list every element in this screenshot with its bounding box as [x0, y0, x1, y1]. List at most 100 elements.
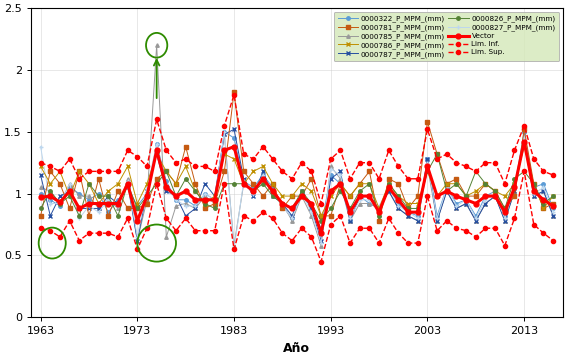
Lim. Inf. [356, 226, 363, 230]
0000827_P_MPM_(mm) [550, 210, 557, 214]
Vector [124, 182, 131, 186]
Lim. Sup. [356, 160, 363, 165]
0000786_P_MPM_(mm) [318, 214, 324, 218]
Lim. Sup. [37, 160, 44, 165]
Line: Lim. Inf.: Lim. Inf. [39, 169, 555, 264]
0000827_P_MPM_(mm) [124, 179, 131, 183]
0000781_P_MPM_(mm) [124, 206, 131, 211]
0000322_P_MPM_(mm) [124, 185, 131, 190]
Lim. Inf. [550, 238, 557, 243]
0000826_P_MPM_(mm) [124, 182, 131, 186]
0000826_P_MPM_(mm) [231, 182, 238, 186]
Lim. Sup. [240, 152, 247, 156]
0000786_P_MPM_(mm) [356, 182, 363, 186]
0000785_P_MPM_(mm) [337, 177, 344, 181]
Lim. Sup. [337, 148, 344, 153]
0000827_P_MPM_(mm) [366, 198, 373, 202]
Vector [37, 195, 44, 200]
0000322_P_MPM_(mm) [37, 191, 44, 196]
0000826_P_MPM_(mm) [356, 189, 363, 193]
Vector [356, 194, 363, 198]
0000322_P_MPM_(mm) [356, 194, 363, 198]
0000786_P_MPM_(mm) [346, 194, 353, 198]
0000781_P_MPM_(mm) [356, 182, 363, 186]
0000785_P_MPM_(mm) [550, 214, 557, 218]
Vector [327, 189, 334, 193]
0000787_P_MPM_(mm) [231, 127, 238, 131]
0000785_P_MPM_(mm) [405, 214, 412, 218]
0000781_P_MPM_(mm) [346, 194, 353, 198]
Lim. Sup. [366, 160, 373, 165]
Lim. Inf. [124, 216, 131, 220]
0000827_P_MPM_(mm) [37, 144, 44, 149]
Vector [318, 231, 324, 236]
0000781_P_MPM_(mm) [550, 201, 557, 206]
0000786_P_MPM_(mm) [231, 157, 238, 161]
Vector [521, 140, 527, 144]
0000826_P_MPM_(mm) [550, 194, 557, 198]
0000786_P_MPM_(mm) [550, 194, 557, 198]
Lim. Sup. [231, 93, 238, 97]
Lim. Inf. [231, 247, 238, 251]
0000787_P_MPM_(mm) [134, 238, 141, 243]
0000785_P_MPM_(mm) [250, 189, 257, 193]
0000786_P_MPM_(mm) [37, 164, 44, 169]
0000826_P_MPM_(mm) [327, 206, 334, 211]
Line: 0000787_P_MPM_(mm): 0000787_P_MPM_(mm) [39, 127, 555, 242]
0000786_P_MPM_(mm) [521, 144, 527, 149]
0000781_P_MPM_(mm) [37, 214, 44, 218]
0000826_P_MPM_(mm) [318, 219, 324, 223]
0000781_P_MPM_(mm) [327, 214, 334, 218]
0000827_P_MPM_(mm) [356, 198, 363, 202]
Lim. Inf. [318, 260, 324, 264]
0000781_P_MPM_(mm) [231, 90, 238, 94]
Lim. Inf. [521, 169, 527, 173]
0000826_P_MPM_(mm) [37, 206, 44, 211]
Lim. Inf. [327, 222, 334, 227]
Line: Lim. Sup.: Lim. Sup. [39, 93, 555, 206]
0000787_P_MPM_(mm) [37, 173, 44, 177]
0000322_P_MPM_(mm) [550, 206, 557, 211]
0000785_P_MPM_(mm) [356, 201, 363, 206]
0000785_P_MPM_(mm) [366, 201, 373, 206]
Line: 0000826_P_MPM_(mm): 0000826_P_MPM_(mm) [39, 152, 555, 223]
0000785_P_MPM_(mm) [153, 43, 160, 47]
Line: 0000785_P_MPM_(mm): 0000785_P_MPM_(mm) [39, 43, 555, 247]
0000785_P_MPM_(mm) [231, 243, 238, 248]
Vector [395, 198, 402, 202]
0000787_P_MPM_(mm) [337, 169, 344, 173]
0000787_P_MPM_(mm) [405, 214, 412, 218]
0000827_P_MPM_(mm) [231, 247, 238, 251]
0000322_P_MPM_(mm) [337, 182, 344, 186]
0000322_P_MPM_(mm) [366, 201, 373, 206]
Vector [231, 144, 238, 149]
0000781_P_MPM_(mm) [405, 206, 412, 211]
0000781_P_MPM_(mm) [376, 219, 383, 223]
Legend: 0000322_P_MPM_(mm), 0000781_P_MPM_(mm), 0000785_P_MPM_(mm), 0000786_P_MPM_(mm), : 0000322_P_MPM_(mm), 0000781_P_MPM_(mm), … [334, 12, 559, 61]
0000827_P_MPM_(mm) [221, 130, 228, 134]
Line: 0000786_P_MPM_(mm): 0000786_P_MPM_(mm) [39, 145, 555, 218]
0000786_P_MPM_(mm) [124, 164, 131, 169]
0000322_P_MPM_(mm) [318, 226, 324, 230]
Line: 0000827_P_MPM_(mm): 0000827_P_MPM_(mm) [39, 130, 555, 251]
0000827_P_MPM_(mm) [405, 210, 412, 214]
Lim. Sup. [405, 177, 412, 181]
Lim. Sup. [124, 148, 131, 153]
0000786_P_MPM_(mm) [395, 194, 402, 198]
X-axis label: Año: Año [284, 342, 310, 355]
Lim. Inf. [346, 241, 353, 245]
Line: 0000781_P_MPM_(mm): 0000781_P_MPM_(mm) [39, 90, 555, 223]
0000787_P_MPM_(mm) [250, 194, 257, 198]
Vector [550, 204, 557, 208]
0000826_P_MPM_(mm) [395, 194, 402, 198]
0000322_P_MPM_(mm) [405, 210, 412, 214]
0000827_P_MPM_(mm) [250, 191, 257, 196]
0000787_P_MPM_(mm) [124, 182, 131, 186]
0000787_P_MPM_(mm) [366, 194, 373, 198]
0000826_P_MPM_(mm) [346, 206, 353, 211]
0000785_P_MPM_(mm) [124, 177, 131, 181]
Lim. Sup. [318, 201, 324, 206]
Lim. Sup. [550, 173, 557, 177]
0000826_P_MPM_(mm) [434, 152, 441, 156]
Vector [346, 210, 353, 214]
